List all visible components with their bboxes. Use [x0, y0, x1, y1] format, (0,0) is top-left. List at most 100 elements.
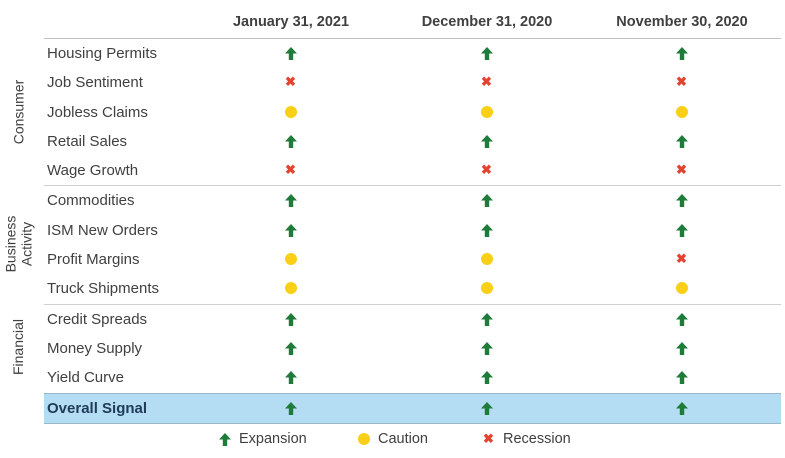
signal-cell	[281, 363, 301, 392]
signal-cell	[672, 127, 692, 156]
signal-cell: ✖	[281, 68, 301, 97]
group-label-text: Financial	[10, 318, 26, 375]
legend-item: ✖ Recession	[481, 431, 571, 447]
up-arrow-icon	[285, 371, 297, 385]
x-icon: ✖	[483, 431, 494, 446]
table-row: Housing Permits	[44, 39, 781, 68]
signal-table: January 31, 2021 December 31, 2020 Novembe…	[44, 10, 781, 424]
circle-icon	[358, 433, 370, 445]
up-arrow-icon	[481, 223, 493, 237]
overall-signal-label: Overall Signal	[47, 399, 148, 417]
signal-cell: ✖	[672, 68, 692, 97]
signal-cell	[281, 39, 301, 68]
up-arrow-icon	[285, 312, 297, 326]
row-label: Truck Shipments	[47, 280, 159, 298]
up-arrow-icon	[676, 371, 688, 385]
x-icon: ✖	[676, 74, 687, 90]
up-arrow-icon	[481, 194, 493, 208]
up-arrow-icon	[481, 371, 493, 385]
signal-cell: ✖	[672, 245, 692, 274]
up-arrow-icon	[481, 312, 493, 326]
signal-cell	[281, 186, 301, 215]
signal-cell	[672, 334, 692, 363]
table-row: Retail Sales	[44, 127, 781, 156]
signal-cell	[281, 274, 301, 303]
table-row: Jobless Claims	[44, 98, 781, 127]
signal-cell	[281, 127, 301, 156]
signal-cell: ✖	[477, 68, 497, 97]
signal-cell	[672, 216, 692, 245]
table-row: Commodities	[44, 186, 781, 215]
table-row: Job Sentiment ✖ ✖ ✖	[44, 68, 781, 97]
signal-cell	[672, 274, 692, 303]
circle-icon	[481, 253, 493, 266]
circle-icon	[285, 253, 297, 266]
signal-cell	[477, 363, 497, 392]
circle-icon	[481, 105, 493, 118]
circle-icon	[481, 282, 493, 295]
signal-cell	[281, 245, 301, 274]
up-arrow-icon	[481, 341, 493, 355]
signal-cell	[672, 305, 692, 334]
signal-cell	[477, 127, 497, 156]
group-label: Financial	[0, 303, 36, 391]
signal-cell	[477, 245, 497, 274]
signal-cell	[477, 186, 497, 215]
circle-icon	[676, 282, 688, 295]
up-arrow-icon	[285, 341, 297, 355]
table-row: Wage Growth ✖ ✖ ✖	[44, 156, 781, 187]
table-row: Profit Margins ✖	[44, 245, 781, 274]
x-icon: ✖	[481, 162, 492, 178]
legend-icon	[217, 431, 233, 447]
circle-icon	[285, 105, 297, 118]
legend-icon: ✖	[481, 431, 497, 447]
legend: Expansion Caution ✖ Recession	[0, 431, 785, 451]
table-row: Money Supply	[44, 334, 781, 363]
signal-cell	[672, 39, 692, 68]
up-arrow-icon	[285, 134, 297, 148]
signal-cell	[477, 39, 497, 68]
legend-label: Recession	[503, 431, 571, 447]
table-body: Housing Permits Job Sentiment ✖ ✖ ✖ Jobless C…	[44, 39, 781, 424]
up-arrow-icon	[481, 401, 493, 415]
circle-icon	[676, 105, 688, 118]
column-header: December 31, 2020	[421, 14, 553, 30]
legend-label: Caution	[378, 431, 428, 447]
table-row: Truck Shipments	[44, 274, 781, 305]
x-icon: ✖	[285, 162, 296, 178]
row-label: Job Sentiment	[47, 74, 143, 92]
signal-cell: ✖	[672, 156, 692, 185]
row-label: Commodities	[47, 192, 135, 210]
legend-item: Expansion	[217, 431, 307, 447]
up-arrow-icon	[285, 223, 297, 237]
up-arrow-icon	[219, 433, 231, 446]
up-arrow-icon	[481, 134, 493, 148]
signal-cell: ✖	[477, 156, 497, 185]
group-label-text: Business Activity	[2, 215, 34, 273]
x-icon: ✖	[285, 74, 296, 90]
up-arrow-icon	[676, 312, 688, 326]
column-header: January 31, 2021	[232, 14, 350, 30]
row-label: Profit Margins	[47, 251, 140, 269]
signal-cell	[477, 305, 497, 334]
signal-cell	[281, 216, 301, 245]
table-header: January 31, 2021 December 31, 2020 Novembe…	[44, 10, 781, 39]
up-arrow-icon	[676, 341, 688, 355]
group-label: Business Activity	[0, 186, 36, 303]
column-header: November 30, 2020	[616, 14, 748, 30]
row-label: Money Supply	[47, 339, 143, 357]
legend-icon	[356, 431, 372, 447]
up-arrow-icon	[676, 194, 688, 208]
up-arrow-icon	[285, 401, 297, 415]
x-icon: ✖	[676, 251, 687, 267]
row-label: ISM New Orders	[47, 221, 158, 239]
up-arrow-icon	[285, 47, 297, 60]
signal-cell: ✖	[281, 156, 301, 185]
x-icon: ✖	[676, 162, 687, 178]
signal-cell	[281, 305, 301, 334]
up-arrow-icon	[676, 134, 688, 148]
signal-cell	[477, 274, 497, 303]
signal-cell	[477, 334, 497, 363]
up-arrow-icon	[676, 47, 688, 60]
table-row: Credit Spreads	[44, 305, 781, 334]
